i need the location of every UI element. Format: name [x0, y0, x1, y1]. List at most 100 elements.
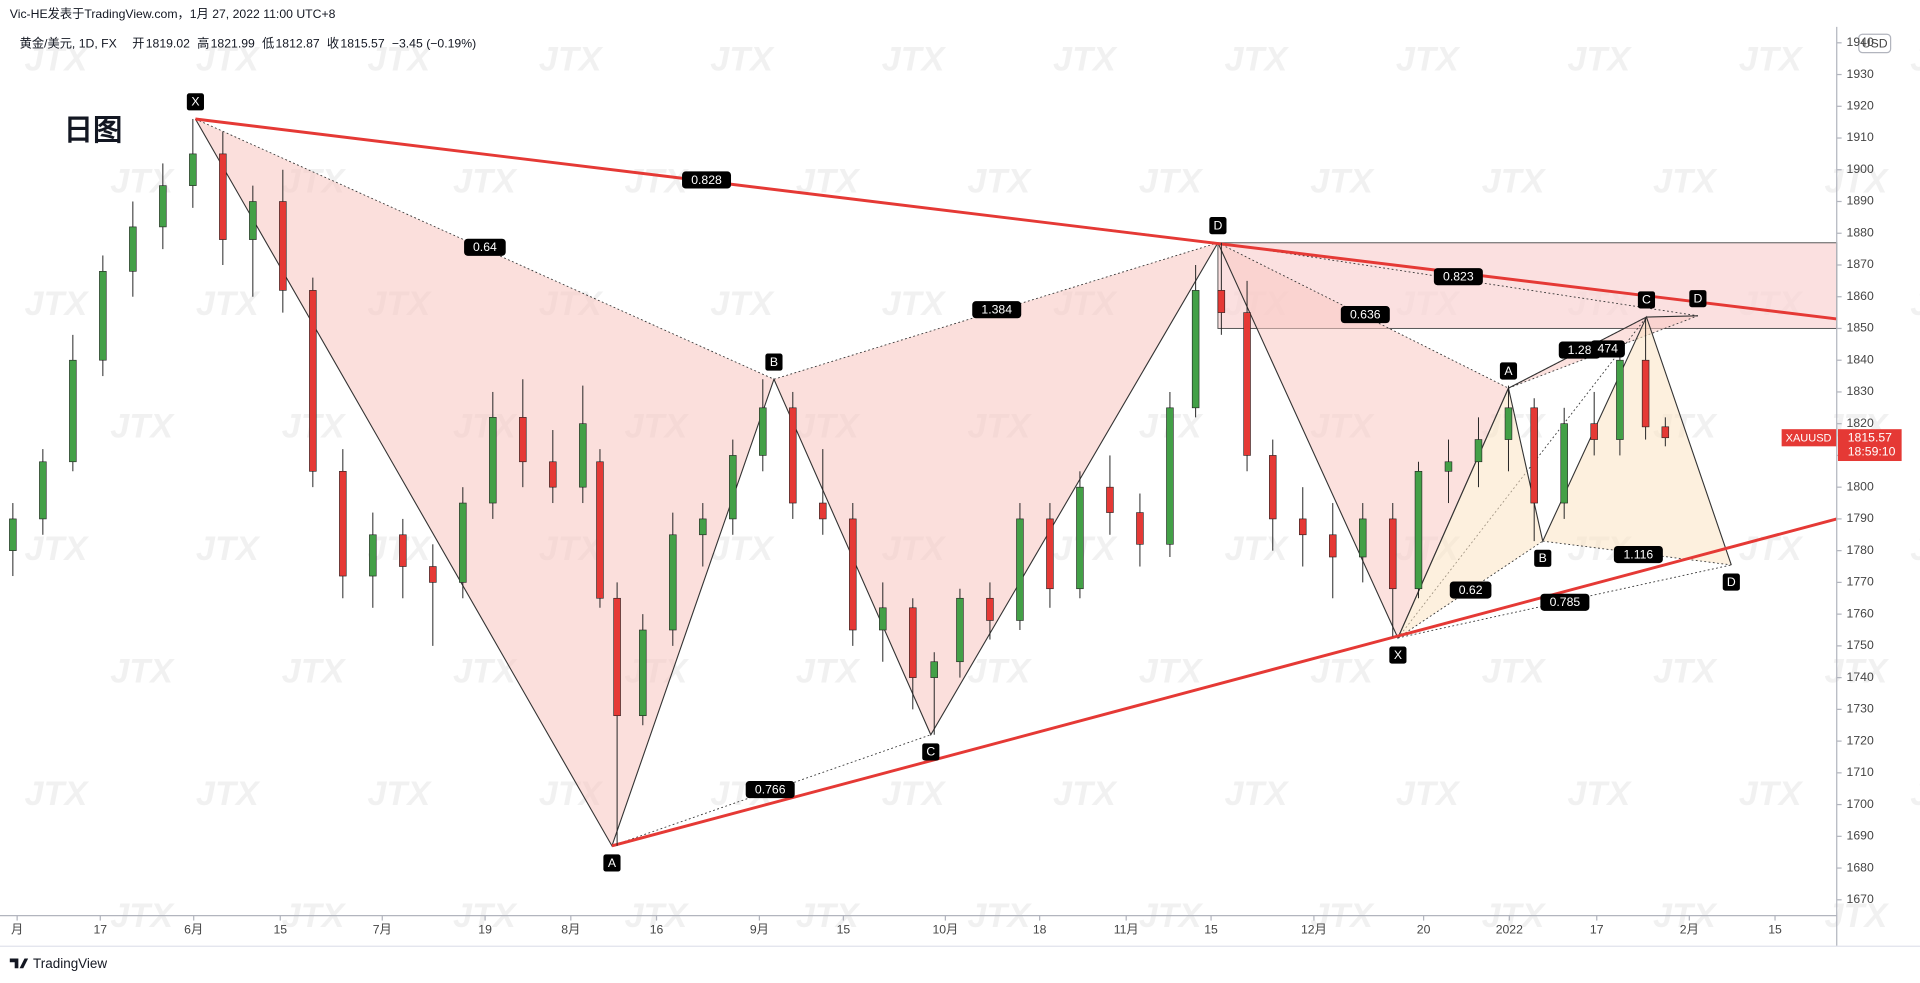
watermark: JTX: [282, 652, 347, 690]
y-tick-label: 1690: [1847, 829, 1874, 843]
ratio-badge: [972, 301, 1022, 319]
candle-body: [309, 290, 317, 472]
ohlc-value: 1821.99: [211, 36, 255, 50]
ratio-label: 0.828: [691, 173, 722, 187]
watermark: JTX: [967, 652, 1032, 690]
pattern-ratio-line: [1217, 242, 1509, 389]
point-label: X: [191, 95, 199, 109]
watermark: JTX: [367, 775, 432, 813]
y-tick-label: 1770: [1847, 575, 1874, 589]
x-tick-label: 7月: [373, 923, 392, 937]
candle-body: [1329, 534, 1337, 558]
watermark: JTX: [1139, 163, 1204, 201]
price-badge: [1837, 429, 1902, 462]
ratio-badge: [1340, 306, 1390, 324]
candle-body: [1560, 423, 1568, 504]
y-tick-label: 1790: [1847, 511, 1874, 525]
ratio-badge: [1433, 268, 1483, 286]
x-tick-label: 9月: [750, 923, 769, 937]
candle-body: [639, 629, 647, 717]
candle-body: [849, 518, 857, 631]
watermark: JTX: [1053, 775, 1118, 813]
watermark: JTX: [1739, 775, 1804, 813]
pattern-line: [194, 118, 1219, 848]
watermark: JTX: [1824, 163, 1889, 201]
x-tick-label: 16: [650, 923, 664, 937]
candle-body: [69, 359, 77, 463]
ratio-label: 1.28: [1568, 343, 1592, 357]
watermark: JTX: [110, 408, 175, 446]
candle-body: [1661, 426, 1670, 439]
x-tick-label: 15: [273, 923, 287, 937]
candle-body: [549, 461, 557, 488]
y-tick-label: 1900: [1847, 162, 1874, 176]
watermark: JTX: [24, 775, 89, 813]
currency-badge[interactable]: [1858, 33, 1892, 54]
watermark: JTX: [1310, 652, 1375, 690]
candle-body: [789, 407, 797, 504]
watermark: JTX: [967, 163, 1032, 201]
point-label: D: [1213, 218, 1222, 232]
candle-body: [1191, 290, 1200, 409]
candle-body: [399, 534, 407, 567]
watermark: JTX: [882, 285, 947, 323]
candle-body: [729, 455, 737, 520]
candle-body: [1269, 455, 1277, 520]
watermark: JTX: [1053, 40, 1118, 78]
ratio-label: 0.766: [755, 782, 786, 796]
watermark: JTX: [196, 40, 261, 78]
candle-body: [613, 597, 621, 717]
candle-body: [339, 470, 347, 577]
point-label: D: [1727, 575, 1736, 589]
ratio-label: 0.823: [1443, 270, 1474, 284]
point-label: B: [770, 355, 778, 369]
watermark: JTX: [1653, 652, 1718, 690]
ohlc-value: 1812.87: [276, 36, 320, 50]
y-tick-label: 1780: [1847, 543, 1874, 557]
watermark: JTX: [1910, 775, 1920, 813]
ohlc-label: 高: [197, 35, 209, 50]
watermark: JTX: [1310, 163, 1375, 201]
candle-body: [1504, 407, 1513, 440]
y-tick-label: 1860: [1847, 289, 1874, 303]
point-label: C: [1642, 293, 1651, 307]
candle-body: [1474, 439, 1483, 463]
candle-body: [1243, 312, 1251, 456]
watermark: JTX: [1139, 652, 1204, 690]
currency[interactable]: USD: [1862, 36, 1888, 50]
watermark: JTX: [1567, 775, 1632, 813]
watermark: JTX: [710, 530, 775, 568]
y-tick-label: 1870: [1847, 257, 1874, 271]
candle-body: [879, 607, 887, 631]
point-label: A: [608, 856, 617, 870]
watermark: JTX: [1482, 163, 1547, 201]
candle-body: [930, 661, 938, 678]
pattern-line: [1397, 315, 1732, 639]
x-tick-label: 6月: [184, 923, 203, 937]
watermark: JTX: [110, 652, 175, 690]
y-tick-label: 1890: [1847, 194, 1874, 208]
candle-body: [819, 502, 827, 520]
ratio-label: 1.116: [1624, 547, 1654, 561]
point-badge: [1499, 362, 1518, 380]
pattern-fill: [1397, 388, 1543, 638]
candle-body: [669, 534, 677, 631]
plot-area: 0.828 0.64 1.384 0.766 0.636 0.823 1.28 474 0.62…: [9, 93, 1838, 872]
candle-body: [909, 607, 917, 678]
ohlc-value: 1815.57: [340, 36, 384, 50]
y-tick-label: 1880: [1847, 225, 1874, 239]
watermark: JTX: [453, 163, 518, 201]
ratio-badge: [1540, 593, 1590, 611]
point-badge: [1722, 573, 1740, 591]
watermark: JTX: [1739, 40, 1804, 78]
watermark: JTX: [710, 285, 775, 323]
candle-body: [1444, 461, 1453, 472]
watermark: JTX: [1224, 775, 1289, 813]
ratio-label: 0.64: [473, 240, 497, 254]
watermark: JTX: [1910, 530, 1920, 568]
candle-body: [579, 423, 587, 488]
watermark: JTX: [1653, 163, 1718, 201]
symbol: 黄金/美元, 1D, FX: [20, 35, 117, 50]
candle-body: [1389, 518, 1397, 590]
